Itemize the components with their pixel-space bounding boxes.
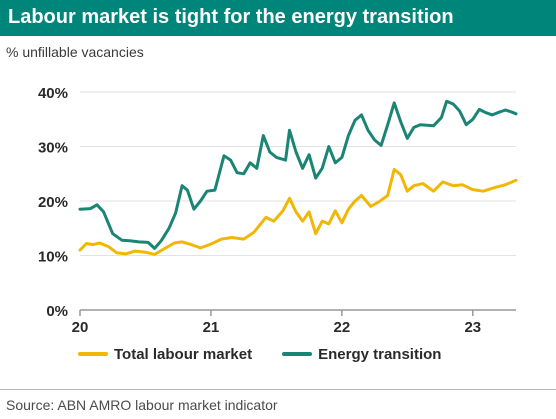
- divider: [0, 389, 556, 390]
- legend-label-total: Total labour market: [114, 345, 253, 363]
- y-tick-label: 10%: [38, 249, 68, 266]
- chart-subtitle: % unfillable vacancies: [6, 44, 144, 60]
- legend-swatch-energy: [282, 352, 313, 356]
- series-line-total-labour-market: [78, 167, 518, 256]
- x-tick-label: 23: [464, 319, 481, 336]
- legend: Total labour market Energy transition: [78, 344, 471, 364]
- legend-item-energy: Energy transition: [282, 346, 441, 363]
- x-tick-label: 22: [334, 319, 351, 336]
- legend-item-total: Total labour market: [78, 346, 252, 363]
- line-chart: 0% 10% 20% 30% 40% 20 21 22 23: [38, 85, 518, 336]
- x-tick-label: 21: [203, 319, 220, 336]
- series-line-energy-transition: [78, 99, 518, 250]
- legend-label-energy: Energy transition: [318, 345, 442, 363]
- source-note: Source: ABN AMRO labour market indicator: [6, 397, 278, 413]
- title-bar: Labour market is tight for the energy tr…: [0, 0, 556, 36]
- legend-swatch-total: [78, 352, 108, 356]
- chart-title: Labour market is tight for the energy tr…: [8, 6, 454, 28]
- x-tick-label: 20: [72, 319, 89, 336]
- y-tick-label: 30%: [38, 140, 68, 157]
- y-tick-label: 20%: [38, 194, 68, 211]
- y-tick-label: 40%: [38, 85, 68, 102]
- y-tick-label: 0%: [46, 303, 68, 320]
